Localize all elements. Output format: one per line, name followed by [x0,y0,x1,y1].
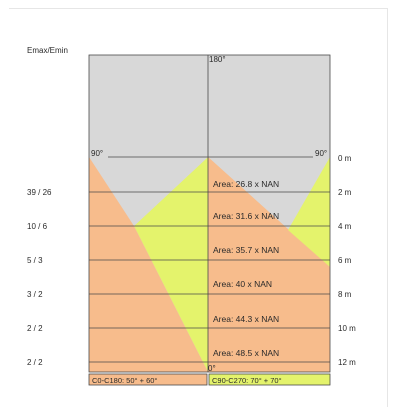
area-label: Area: 44.3 x NAN [213,314,279,324]
row-labels: 39 / 26 Area: 26.8 x NAN 2 m 10 / 6 Area… [27,179,356,367]
footer: C0-C180: 50° + 60° C90-C270: 70° + 70° [88,373,331,386]
distance-label: 12 m [338,358,356,367]
ratio-label: 2 / 2 [27,358,43,367]
area-label: Area: 35.7 x NAN [213,245,279,255]
distance-label: 10 m [338,324,356,333]
right-half [208,157,330,372]
distance-label: 6 m [338,256,352,265]
ratio-label: 2 / 2 [27,324,43,333]
zero-distance: 0 m [338,154,352,163]
ratio-label: 10 / 6 [27,222,48,231]
footer-left-cell [88,373,208,386]
area-label: Area: 31.6 x NAN [213,211,279,221]
footer-left-text: C0-C180: 50° + 60° [92,376,157,385]
distance-label: 4 m [338,222,352,231]
footer-right-text: C90-C270: 70° + 70° [212,376,282,385]
angle-labels: 180° 90° 90° 0° [91,55,327,373]
left-yellow-triangle [134,157,208,372]
left-half [89,55,208,372]
right-orange-fill [208,157,330,372]
ratio-label: 5 / 3 [27,256,43,265]
left-grey-wedge [89,157,208,226]
ratio-label: 39 / 26 [27,188,52,197]
area-label: Area: 48.5 x NAN [213,348,279,358]
angle-left: 90° [91,149,103,158]
left-orange-fill [89,157,208,372]
header-label: Emax/Emin [27,46,68,55]
distance-label: 2 m [338,188,352,197]
right-yellow-triangle [288,157,330,267]
footer-right-cell [208,373,331,386]
angle-top: 180° [209,55,226,64]
angle-bottom: 0° [208,364,216,373]
ratio-label: 3 / 2 [27,290,43,299]
distance-label: 8 m [338,290,352,299]
grid-lines [88,54,331,373]
angle-right: 90° [315,149,327,158]
area-label: Area: 26.8 x NAN [213,179,279,189]
area-label: Area: 40 x NAN [213,279,272,289]
diagram-frame [9,8,388,407]
left-sky-fill [89,55,208,157]
plot-border [88,54,331,373]
